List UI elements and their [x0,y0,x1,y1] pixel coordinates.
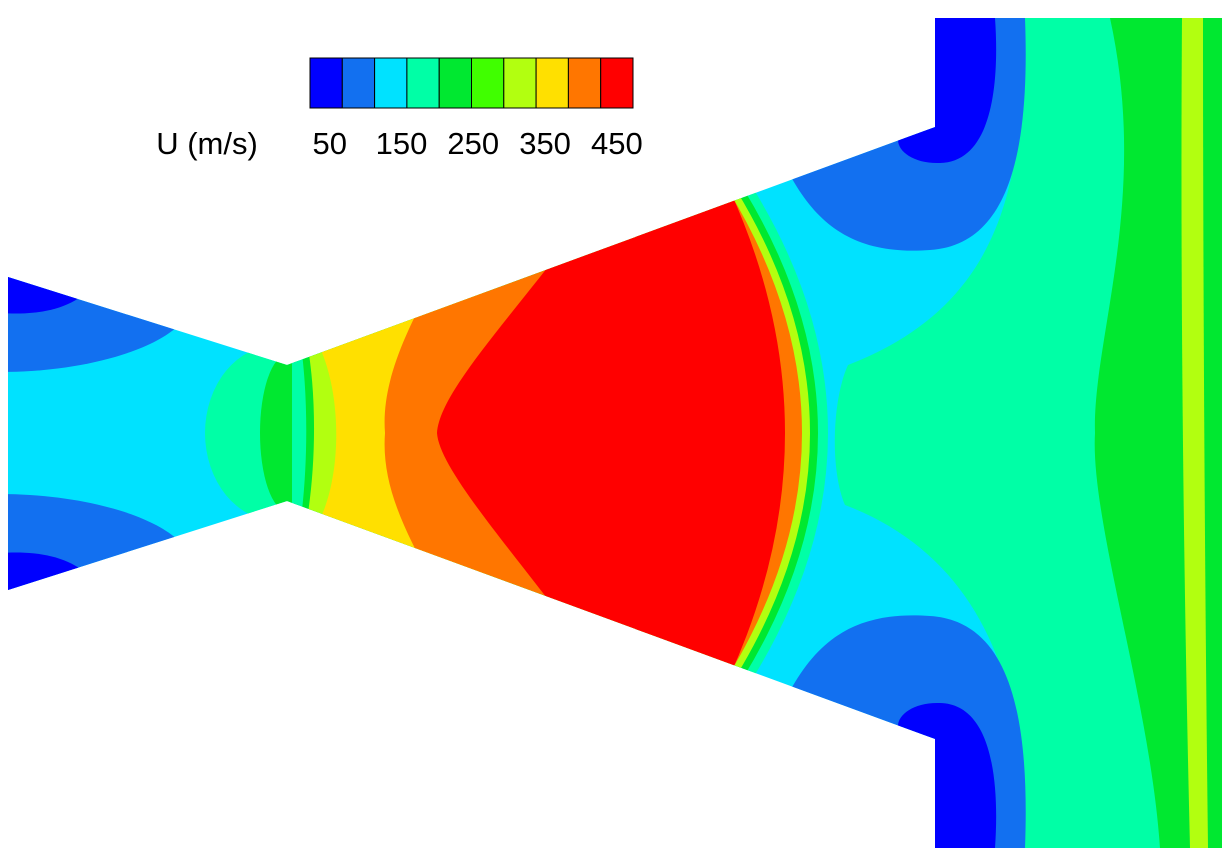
colorbar-label: U (m/s) [156,126,258,161]
colorbar-box [406,57,440,109]
colorbar-tick-label: 350 [519,126,571,161]
colorbar-box [309,57,343,109]
colorbar-tick-label: 150 [376,126,428,161]
colorbar-box [374,57,408,109]
colorbar-box [471,57,505,109]
contour-region [1203,18,1222,848]
contour-region [437,150,785,716]
colorbar-box [535,57,569,109]
colorbar-box [438,57,473,109]
colorbar: 50 150 250 350 450 [309,57,643,161]
colorbar-tick-label: 250 [447,126,499,161]
colorbar-tick-label: 450 [591,126,643,161]
colorbar-box [567,57,602,109]
colorbar-box [341,57,376,109]
colorbar-box [600,57,634,109]
colorbar-box [503,57,537,109]
colorbar-tick-label: 50 [312,126,346,161]
